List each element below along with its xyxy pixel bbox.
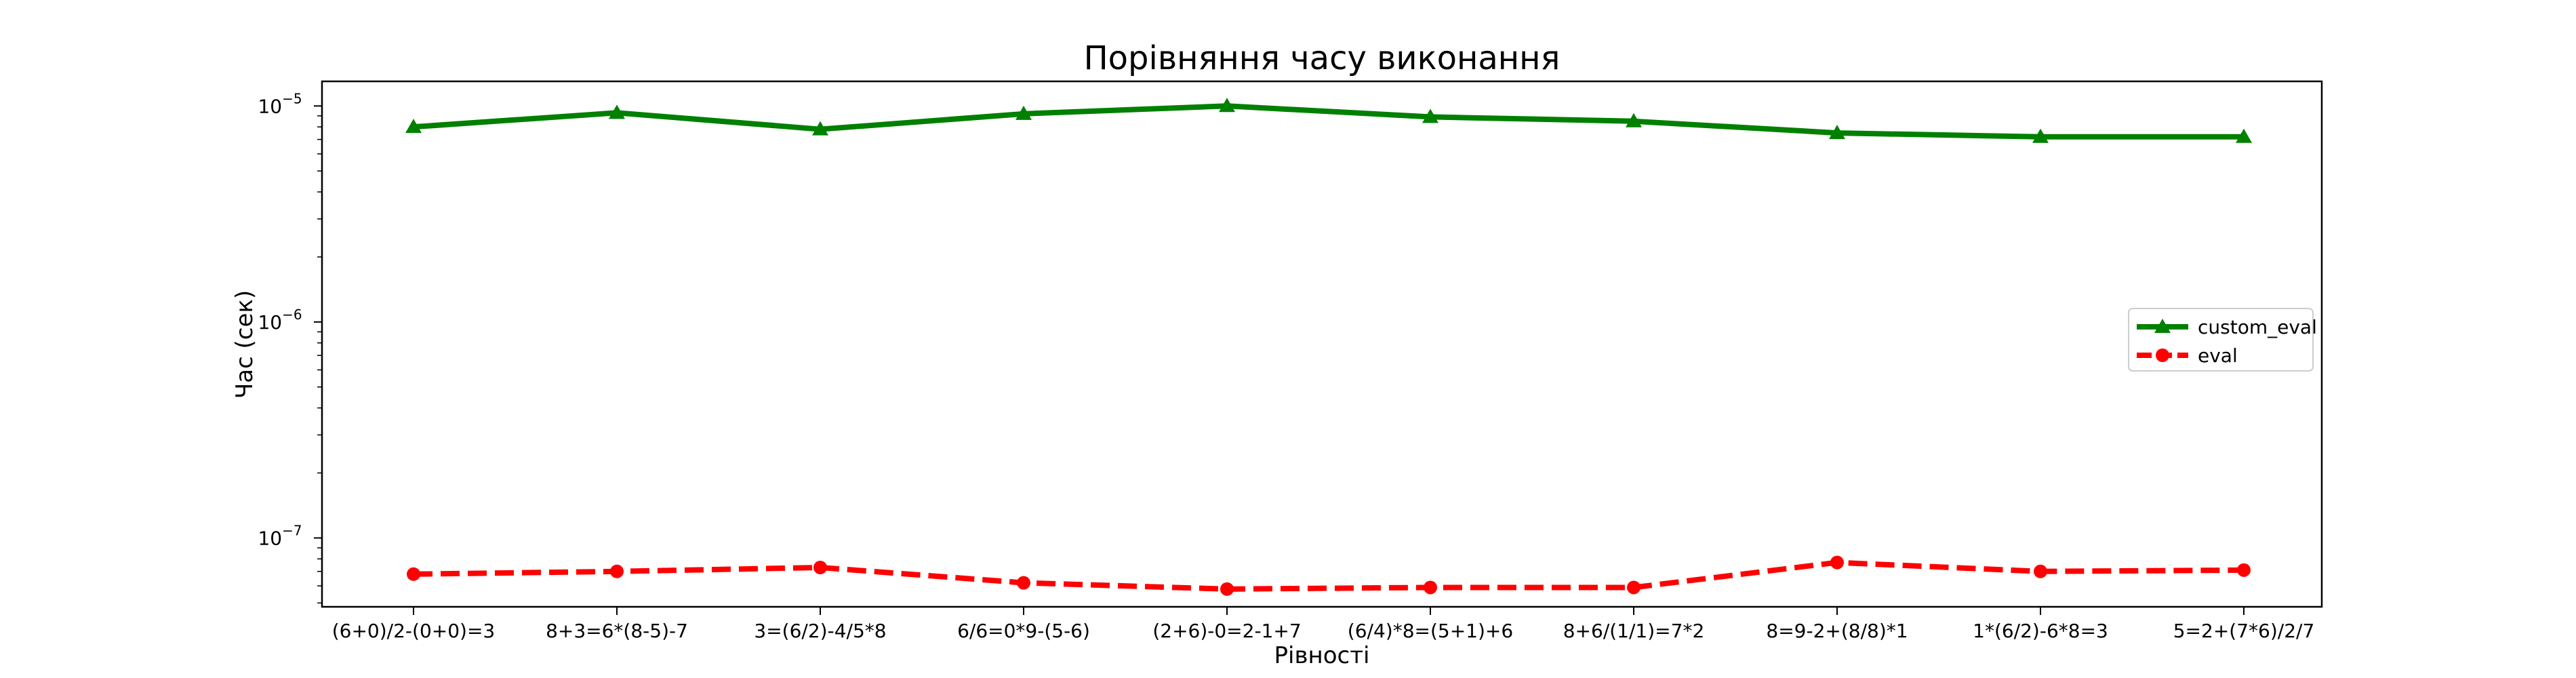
legend-entry: custom_eval: [2137, 316, 2317, 338]
legend-marker: [2154, 319, 2171, 333]
x-tick-label: 5=2+(7*6)/2/7: [2173, 620, 2315, 642]
data-point: [813, 560, 827, 574]
x-tick-label: 3=(6/2)-4/5*8: [754, 620, 886, 642]
plot-area: [321, 80, 2323, 608]
data-point: [1220, 582, 1234, 596]
y-axis: 10−5 10−6 10−7: [258, 90, 322, 604]
data-point: [1017, 576, 1030, 590]
data-point: [1829, 125, 1845, 140]
series-custom_eval: [405, 98, 2252, 143]
data-point: [2237, 563, 2251, 577]
x-tick-label: 6/6=0*9-(5-6): [957, 620, 1090, 642]
data-point: [1015, 105, 1032, 120]
legend-label: custom_eval: [2198, 316, 2317, 338]
x-axis: (6+0)/2-(0+0)=3 8+3=6*(8-5)-7 3=(6/2)-4/5*…: [332, 607, 2315, 642]
x-tick-label: (6/4)*8=(5+1)+6: [1348, 620, 1513, 642]
x-tick-label: (2+6)-0=2-1+7: [1152, 620, 1301, 642]
x-tick-label: 8+6/(1/1)=7*2: [1563, 620, 1705, 642]
series-line: [413, 559, 2245, 592]
x-tick-label: 8+3=6*(8-5)-7: [546, 620, 688, 642]
data-point: [812, 121, 828, 136]
data-point: [1424, 580, 1437, 595]
y-axis-label: Час (сек): [231, 290, 258, 399]
data-point: [610, 564, 624, 578]
series-eval: [407, 555, 2251, 596]
x-tick-label: 8=9-2+(8/8)*1: [1766, 620, 1908, 642]
data-point: [2034, 564, 2047, 578]
data-point: [1830, 555, 1844, 570]
legend-marker: [2156, 348, 2169, 362]
y-tick-label: 10−6: [258, 306, 302, 334]
data-point: [1422, 108, 1438, 123]
data-point: [1626, 113, 1642, 127]
data-point: [405, 119, 422, 134]
chart-title: Порівняння часу виконання: [1084, 39, 1561, 77]
x-tick-label: 1*(6/2)-6*8=3: [1973, 620, 2108, 642]
legend-label: eval: [2198, 344, 2238, 367]
x-axis-label: Рівності: [1274, 642, 1370, 669]
series-layer: [405, 98, 2252, 596]
data-point: [1219, 98, 1235, 113]
data-point: [1627, 580, 1641, 595]
data-point: [2236, 128, 2252, 143]
x-tick-label: (6+0)/2-(0+0)=3: [332, 620, 496, 642]
data-point: [407, 567, 420, 581]
series-line: [413, 103, 2244, 140]
y-tick-label: 10−5: [258, 90, 302, 117]
y-tick-label: 10−7: [258, 522, 302, 549]
data-point: [609, 104, 625, 119]
legend-entry: eval: [2137, 344, 2238, 367]
data-point: [2032, 128, 2049, 143]
